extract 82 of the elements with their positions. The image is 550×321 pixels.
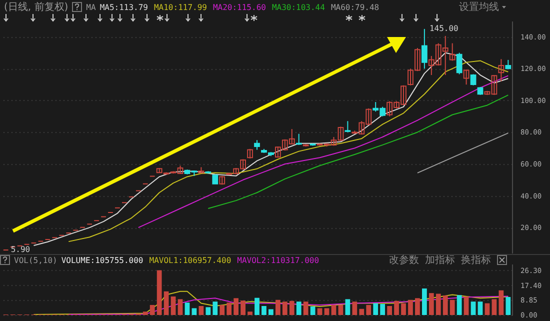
annotation: 5.90 [10, 244, 30, 254]
bar [464, 296, 469, 315]
bar [192, 308, 197, 315]
bar [450, 300, 455, 315]
legend-title: MA [86, 2, 96, 12]
bar [206, 307, 211, 315]
text: MAVOL1:106957.400 [149, 256, 232, 264]
candlestick [463, 68, 470, 86]
candlestick [470, 74, 476, 86]
bar [484, 303, 490, 315]
bar [254, 298, 260, 315]
bar [220, 304, 225, 315]
bar [359, 308, 364, 315]
bar [150, 304, 155, 315]
candlestick [247, 148, 253, 159]
candlestick [422, 28, 428, 70]
bar [478, 302, 483, 315]
bar [352, 302, 358, 315]
bar [234, 298, 239, 315]
bar [282, 302, 288, 315]
text: MA10:117.99 [154, 2, 207, 12]
text: MAVOL2:110317.000 [237, 256, 320, 264]
series-label: VOLUME:105755.000 [61, 256, 144, 264]
bar [164, 291, 169, 315]
bar [331, 304, 336, 315]
bar [142, 312, 148, 315]
annotation: 加指标 [425, 254, 455, 267]
bar [303, 302, 308, 315]
bar [380, 304, 386, 315]
bar [310, 306, 316, 315]
bar [198, 306, 204, 315]
bar [373, 303, 378, 315]
bar [226, 302, 232, 315]
candlestick [254, 140, 260, 150]
bar [401, 303, 406, 315]
bar [240, 300, 246, 315]
candlestick [498, 58, 504, 82]
bar [498, 290, 504, 315]
bar [456, 295, 462, 315]
bar [268, 309, 274, 315]
line-series [138, 75, 509, 228]
bar [296, 302, 302, 315]
bar [415, 298, 420, 315]
annotation: 改参数 [389, 254, 419, 267]
bar [470, 302, 476, 315]
bar [156, 270, 162, 315]
bar [324, 308, 330, 315]
bar [345, 299, 350, 315]
text: MA20:115.60 [212, 2, 266, 12]
bar [248, 312, 252, 315]
bar [387, 306, 392, 315]
bar [428, 293, 434, 315]
text: 设置均线 [459, 0, 499, 14]
annotation: 换指标 [461, 254, 491, 267]
bar [492, 299, 497, 315]
bar [317, 308, 322, 315]
chart-subtitle: (日线, 前复权) [4, 0, 68, 14]
candlestick [456, 52, 462, 75]
candlestick [296, 133, 302, 146]
text: MA60:79.48 [330, 2, 380, 12]
bar [442, 295, 448, 315]
text: MA30:103.44 [272, 2, 325, 12]
bar [170, 296, 176, 315]
text: MA5:113.79 [100, 2, 148, 12]
line-series [68, 296, 509, 315]
bar [422, 288, 427, 315]
bar [366, 304, 372, 315]
chart-title: VOL(5,10) [14, 256, 58, 264]
line-series [208, 94, 509, 210]
bar [212, 302, 218, 315]
bar [184, 302, 190, 315]
bar [262, 306, 266, 315]
bar [394, 300, 399, 315]
bar [408, 300, 413, 315]
candlestick [449, 42, 456, 62]
bar [338, 304, 344, 315]
bar [178, 299, 183, 315]
bar [436, 294, 441, 315]
bar [289, 300, 294, 315]
bar [275, 300, 280, 315]
bar [506, 296, 511, 315]
annotation: 145.00 [429, 24, 459, 33]
